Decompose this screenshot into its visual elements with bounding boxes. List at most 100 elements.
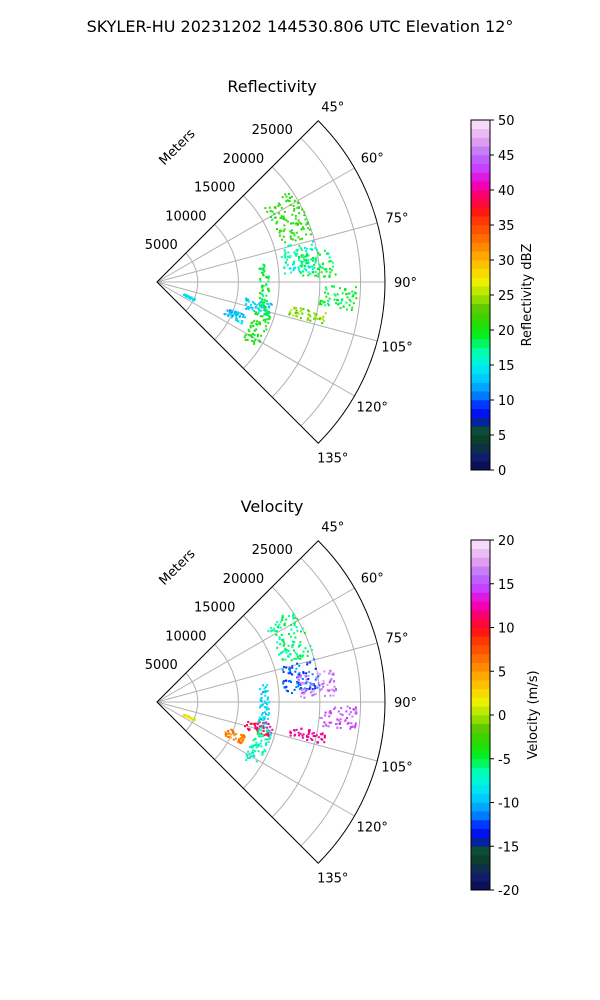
echo-pixel	[247, 727, 249, 730]
colorbar-segment	[471, 548, 490, 558]
echo-pixel	[338, 302, 341, 305]
echo-pixel	[311, 259, 314, 262]
echo-pixel	[231, 729, 234, 732]
echo-pixel	[275, 634, 278, 636]
echo-pixel	[285, 679, 288, 682]
echo-pixel	[311, 248, 314, 251]
echo-pixel	[287, 244, 290, 247]
echo-pixel	[260, 306, 263, 309]
velocity-polar-grid	[156, 540, 385, 864]
echo-pixel	[352, 295, 354, 298]
colorbar-segment	[471, 828, 490, 838]
echo-pixel	[302, 693, 305, 695]
echo-pixel	[247, 720, 250, 723]
echo-pixel	[282, 658, 284, 661]
velocity-title: Velocity	[241, 497, 304, 516]
echo-pixel	[320, 717, 323, 720]
colorbar-tick-label: 10	[498, 622, 515, 637]
echo-pixel	[314, 247, 317, 250]
echo-pixel	[278, 231, 281, 234]
echo-pixel	[300, 727, 303, 730]
echo-pixel	[354, 722, 357, 725]
echo-pixel	[267, 696, 269, 699]
echo-pixel	[252, 744, 255, 747]
echo-pixel	[290, 237, 293, 240]
echo-pixel	[267, 708, 270, 711]
echo-pixel	[291, 263, 294, 266]
echo-pixel	[292, 613, 295, 616]
radial-tick-label: 10000	[165, 629, 206, 644]
echo-pixel	[245, 297, 248, 300]
echo-pixel	[263, 716, 266, 719]
echo-pixel	[334, 294, 337, 297]
echo-pixel	[302, 672, 305, 675]
echo-pixel	[302, 274, 305, 277]
echo-pixel	[339, 726, 342, 729]
echo-pixel	[323, 741, 326, 744]
echo-pixel	[328, 274, 331, 277]
echo-pixel	[295, 657, 298, 660]
echo-pixel	[257, 311, 260, 314]
echo-pixel	[322, 319, 325, 322]
echo-pixel	[283, 224, 286, 227]
echo-pixel	[258, 716, 261, 719]
colorbar-segment	[471, 575, 490, 585]
echo-pixel	[281, 639, 283, 642]
colorbar-segment	[471, 452, 490, 462]
echo-pixel	[295, 667, 298, 670]
echo-pixel	[307, 729, 310, 732]
echo-pixel	[307, 317, 310, 320]
echo-pixel	[354, 706, 357, 709]
echo-pixel	[242, 316, 244, 318]
echo-pixel	[300, 682, 303, 685]
echo-pixel	[322, 685, 325, 688]
echo-pixel	[261, 290, 264, 292]
echo-pixel	[312, 735, 315, 737]
echo-pixel	[187, 295, 190, 298]
echo-pixel	[284, 261, 287, 264]
echo-pixel	[259, 735, 262, 738]
echo-pixel	[293, 734, 296, 737]
echo-pixel	[309, 661, 312, 664]
colorbar-segment	[471, 566, 490, 576]
echo-pixel	[348, 304, 351, 307]
echo-pixel	[189, 296, 192, 299]
echo-pixel	[267, 280, 270, 283]
echo-pixel	[288, 311, 291, 314]
echo-pixel	[301, 312, 304, 315]
echo-pixel	[266, 738, 269, 741]
radial-tick-label: 25000	[252, 543, 293, 558]
echo-pixel	[287, 672, 290, 675]
echo-pixel	[235, 737, 237, 740]
echo-pixel	[255, 322, 258, 325]
echo-pixel	[259, 706, 262, 709]
echo-pixel	[307, 254, 310, 257]
echo-pixel	[310, 243, 313, 246]
echo-pixel	[303, 255, 306, 258]
echo-pixel	[265, 713, 267, 716]
echo-pixel	[257, 307, 260, 310]
echo-pixel	[303, 214, 306, 217]
echo-pixel	[288, 244, 291, 247]
echo-pixel	[263, 700, 266, 703]
echo-pixel	[294, 670, 297, 673]
echo-pixel	[247, 756, 249, 759]
echo-pixel	[282, 230, 285, 233]
echo-pixel	[304, 682, 307, 685]
echo-pixel	[293, 624, 296, 627]
echo-pixel	[298, 270, 301, 273]
echo-pixel	[327, 299, 330, 302]
echo-pixel	[284, 272, 286, 275]
echo-pixel	[285, 685, 288, 688]
echo-pixel	[336, 718, 339, 721]
echo-pixel	[320, 271, 323, 274]
echo-pixel	[296, 311, 299, 314]
echo-pixel	[296, 618, 299, 621]
echo-pixel	[297, 731, 300, 734]
echo-pixel	[239, 738, 242, 741]
echo-pixel	[322, 262, 325, 265]
echo-pixel	[314, 274, 317, 277]
echo-pixel	[284, 252, 287, 255]
echo-pixel	[355, 286, 357, 289]
echo-pixel	[339, 287, 341, 290]
